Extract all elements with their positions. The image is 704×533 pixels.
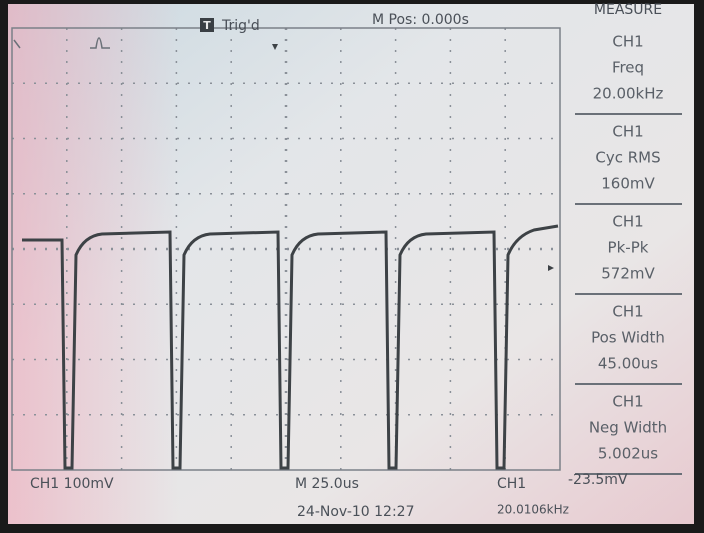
measure-label: Pos Width (591, 329, 665, 347)
trigger-channel: CH1 (497, 476, 526, 492)
trigger-level: -23.5mV (568, 472, 628, 488)
measure-label: Freq (612, 59, 644, 77)
menu-title: MEASURE (594, 2, 662, 18)
measure-value: 572mV (601, 265, 655, 283)
channel-scale: CH1 100mV (30, 476, 114, 492)
measure-label: Cyc RMS (595, 149, 660, 167)
position: M Pos: 0.000s (372, 12, 469, 28)
page: T Trig'd M Pos: 0.000s MEASURE CH1 Freq 20… (0, 0, 704, 533)
trigger-status: Trig'd (221, 18, 260, 34)
measure-channel: CH1 (612, 33, 643, 51)
measure-label: Pk-Pk (608, 239, 649, 257)
oscilloscope-screen: T Trig'd M Pos: 0.000s MEASURE CH1 Freq 20… (0, 0, 704, 533)
measure-channel: CH1 (612, 213, 643, 231)
measure-value: 5.002us (598, 445, 658, 463)
datetime: 24-Nov-10 12:27 (297, 504, 414, 520)
measure-value: 45.00us (598, 355, 658, 373)
measure-channel: CH1 (612, 123, 643, 141)
measure-channel: CH1 (612, 303, 643, 321)
trigger-icon: T (203, 19, 211, 32)
measure-value: 20.00kHz (593, 85, 664, 103)
time-scale: M 25.0us (295, 476, 359, 492)
screen-tint (8, 4, 694, 524)
measure-value: 160mV (601, 175, 655, 193)
measure-channel: CH1 (612, 393, 643, 411)
trigger-frequency: 20.0106kHz (497, 503, 569, 517)
measure-label: Neg Width (589, 419, 667, 437)
